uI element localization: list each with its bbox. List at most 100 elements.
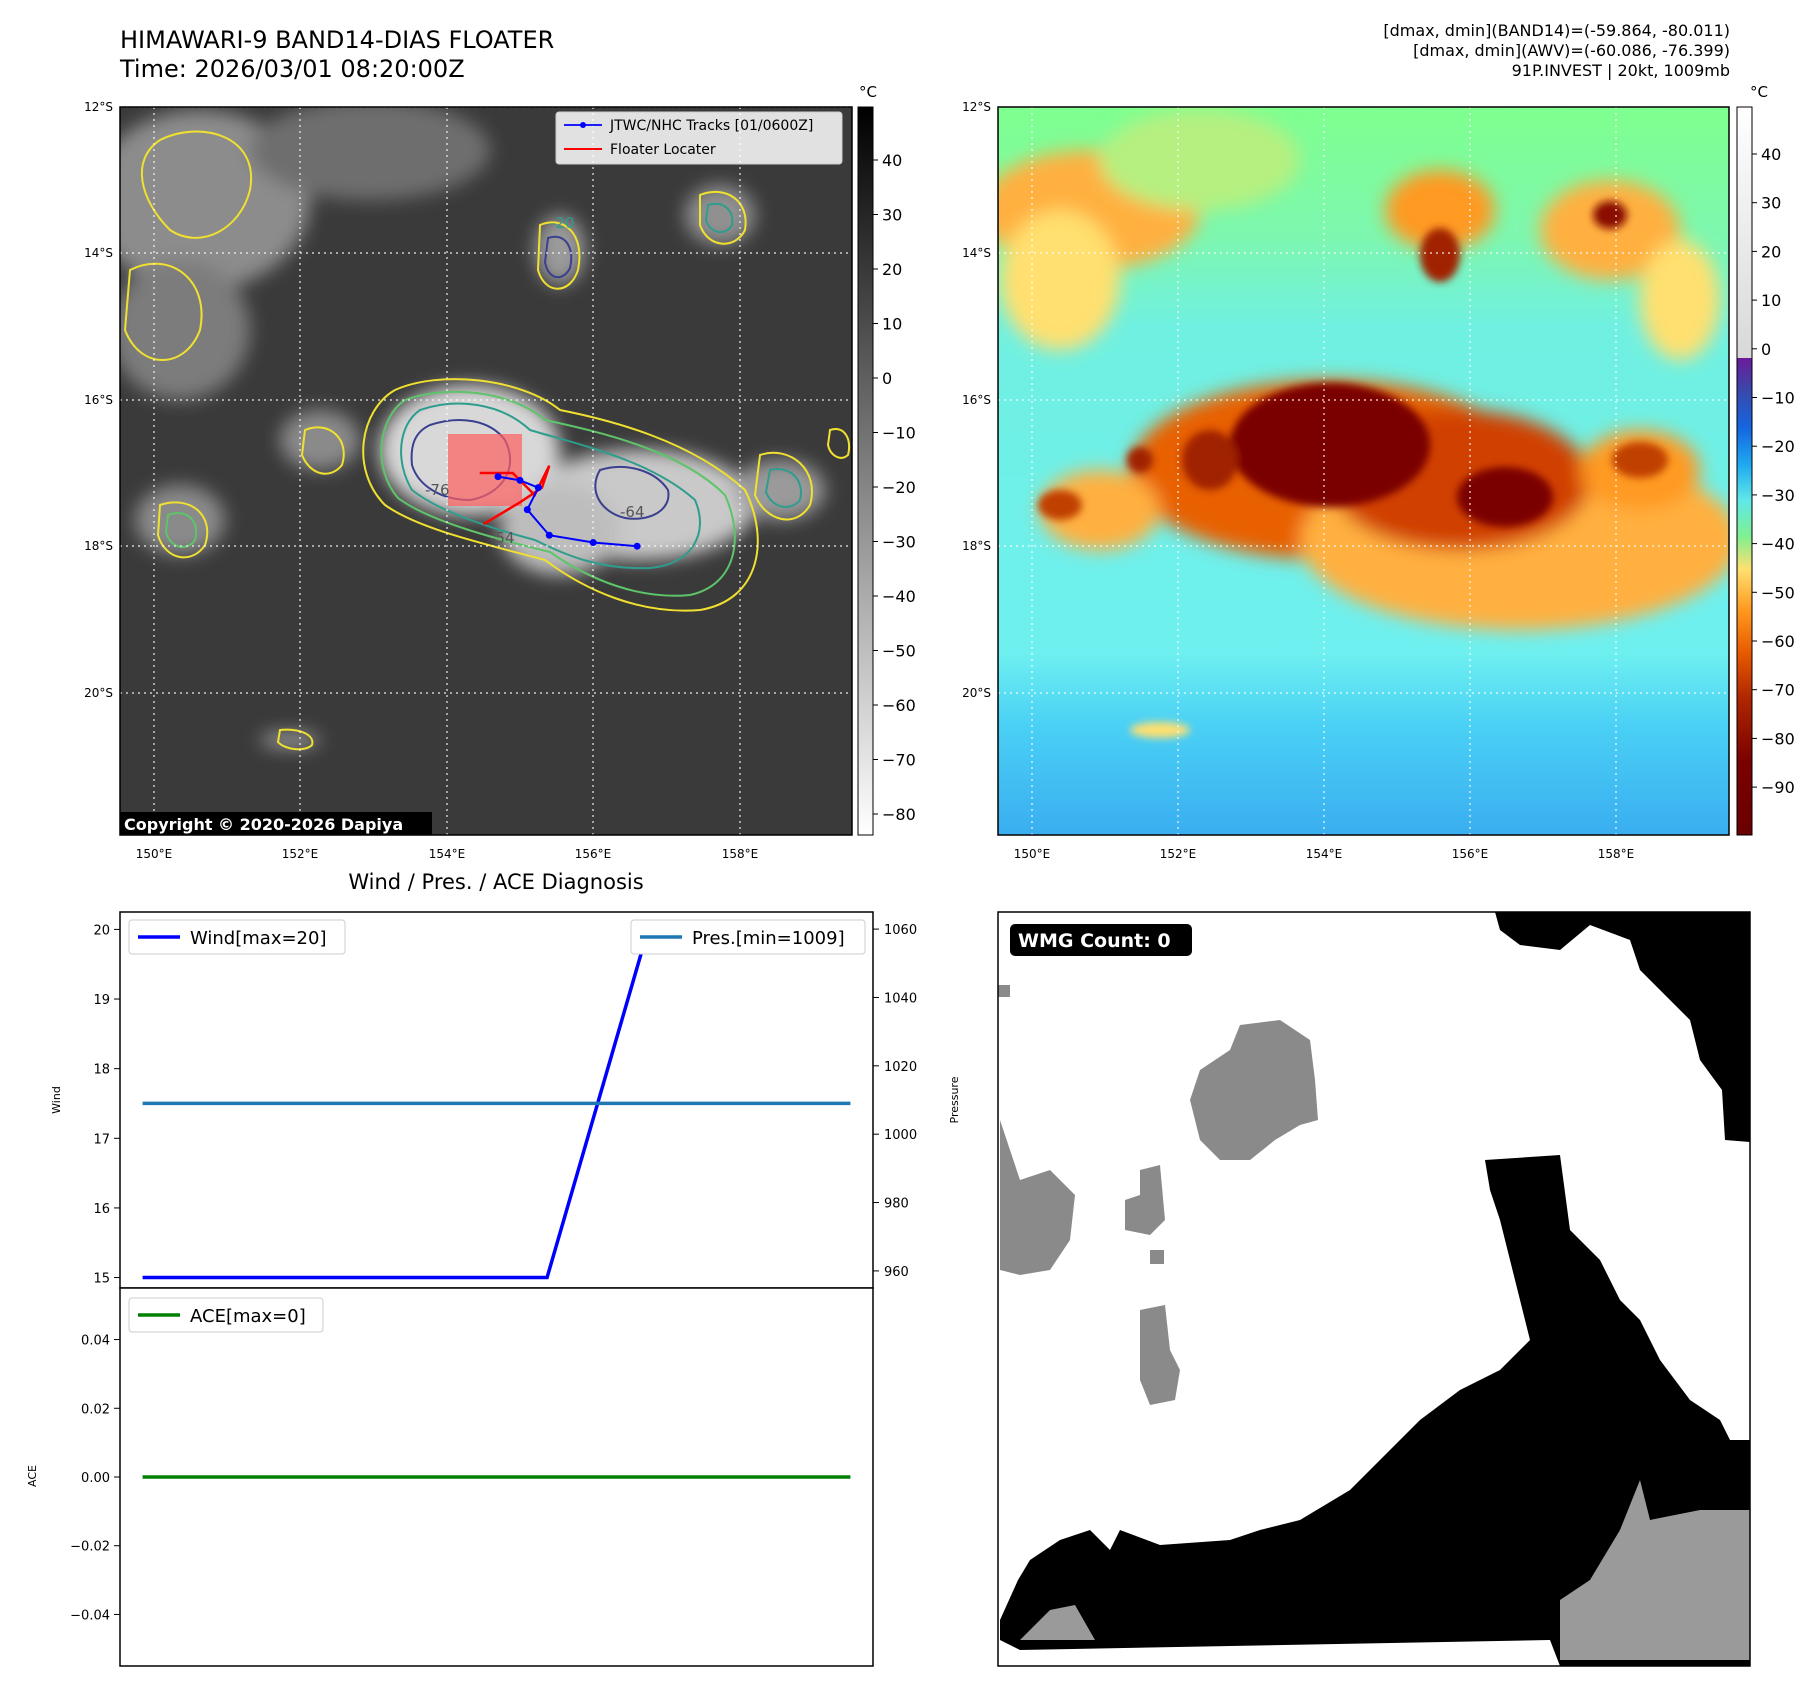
map-legend[interactable]: JTWC/NHC Tracks [01/0600Z] Floater Locat…: [555, 111, 843, 165]
contour-labels: -76 -54 -64 -20: [425, 214, 645, 547]
ace-legend[interactable]: ACE[max=0]: [128, 1297, 324, 1333]
colorbar-awv-tick-label: −50: [1761, 583, 1795, 602]
awv-dry-core: [1038, 201, 1668, 738]
colorbar-awv-tick-label: −40: [1761, 535, 1795, 554]
lat-label: 14°S: [962, 246, 991, 260]
lon-labels-left: 150°E 152°E 154°E 156°E 158°E: [136, 847, 759, 861]
colorbar-awv-tick-label: −90: [1761, 778, 1795, 797]
pressure-axis-label: Pressure: [948, 1076, 961, 1123]
wind-pressure-chart: Wind Pressure 20 19 18 17 16 15 1060 1040 1020 1…: [50, 911, 961, 1289]
colorbar-gray-tick-label: −60: [882, 696, 916, 715]
info-line1: [dmax, dmin](BAND14)=(-59.864, -80.011): [1383, 21, 1730, 40]
wind-tick-label: 20: [93, 923, 110, 938]
diagnosis-title: Wind / Pres. / ACE Diagnosis: [348, 870, 643, 894]
wmg-gray-region: [1020, 1605, 1095, 1640]
ace-axis-label: ACE: [26, 1465, 39, 1487]
lon-label: 158°E: [1598, 847, 1635, 861]
colorbar-awv-tick-label: −60: [1761, 632, 1795, 651]
contour-label-3: -64: [620, 503, 645, 521]
track-point: [633, 542, 641, 550]
wmg-gray-region: [1125, 1165, 1165, 1235]
floater-box: [448, 434, 522, 506]
wmg-count-label: WMG Count: 0: [1018, 930, 1171, 952]
wmg-count-badge: [1010, 924, 1192, 956]
lat-label: 12°S: [962, 100, 991, 114]
lon-label: 156°E: [1452, 847, 1489, 861]
ace-tick-label: 0.02: [81, 1402, 110, 1417]
track-point: [523, 506, 531, 514]
lat-label: 20°S: [962, 686, 991, 700]
lat-label: 18°S: [962, 539, 991, 553]
legend-track-marker: [580, 122, 586, 128]
legend-track-label: JTWC/NHC Tracks [01/0600Z]: [609, 118, 813, 134]
contour-label-2: -54: [490, 529, 515, 547]
wind-axis-label: Wind: [50, 1086, 63, 1114]
colorbar-gray-tick-label: −10: [882, 424, 916, 443]
colorbar-gray-tick-label: −50: [882, 642, 916, 661]
track-point: [494, 473, 502, 481]
pressure-legend[interactable]: Pres.[min=1009]: [630, 919, 866, 955]
pressure-tick-label: 1020: [884, 1060, 917, 1075]
wmg-gray-region: [1190, 1020, 1318, 1160]
contour-lines: [123, 130, 850, 751]
colorbar-gray-tick-label: −40: [882, 587, 916, 606]
ace-chart: ACE 0.04 0.02 0.00 −0.02 −0.04 ACE[max=0]: [26, 1287, 874, 1667]
colorbar-gray-tick-label: −70: [882, 751, 916, 770]
info-line2: [dmax, dmin](AWV)=(-60.086, -76.399): [1413, 41, 1730, 60]
lat-label: 18°S: [84, 539, 113, 553]
band14-map-panel: -76 -54 -64 -20 JTWC/NHC Tracks [01/0600…: [120, 107, 852, 835]
wind-legend-label: Wind[max=20]: [190, 928, 327, 949]
info-line3: 91P.INVEST | 20kt, 1009mb: [1511, 61, 1730, 80]
lon-label: 158°E: [722, 847, 759, 861]
lat-labels-right: 12°S 14°S 16°S 18°S 20°S: [962, 100, 991, 700]
wind-legend[interactable]: Wind[max=20]: [128, 919, 346, 955]
track-point: [534, 484, 542, 492]
wmg-panel: [998, 912, 1750, 1666]
ace-legend-label: ACE[max=0]: [190, 1306, 306, 1327]
track-layer: [479, 465, 641, 550]
colorbar-awv-tick-label: −20: [1761, 437, 1795, 456]
wind-tick-label: 17: [93, 1132, 110, 1147]
colorbar-gray-tick-label: −30: [882, 533, 916, 552]
figure-title-line2: Time: 2026/03/01 08:20:00Z: [120, 55, 465, 83]
track-point: [589, 539, 597, 547]
colorbar-awv-tick-label: −10: [1761, 389, 1795, 408]
wmg-dark-region: [1000, 1155, 1750, 1666]
colorbar-awv-tick-label: 20: [1761, 242, 1781, 261]
colorbar-gray-tick-label: −20: [882, 478, 916, 497]
wind-tick-label: 18: [93, 1063, 110, 1078]
colorbar-gray-unit: °C: [859, 83, 877, 101]
track-point: [516, 476, 524, 484]
colorbar-gray-tick-label: 30: [882, 206, 902, 225]
wind-tick-label: 19: [93, 993, 110, 1008]
wmg-gray-region: [1000, 1120, 1075, 1275]
legend-locater-label: Floater Locater: [610, 142, 716, 158]
lat-label: 14°S: [84, 246, 113, 260]
wmg-gray-region: [1560, 1480, 1750, 1660]
colorbar-gray-tick-label: 0: [882, 369, 892, 388]
lon-label: 150°E: [136, 847, 173, 861]
colorbar-awv-unit: °C: [1750, 83, 1768, 101]
lat-label: 16°S: [962, 393, 991, 407]
lon-labels-right: 150°E 152°E 154°E 156°E 158°E: [1014, 847, 1635, 861]
colorbar-gray-tick-label: 20: [882, 260, 902, 279]
colorbar-awv-tick-label: 30: [1761, 194, 1781, 213]
awv-gridlines: [998, 107, 1729, 835]
awv-map-panel: [998, 107, 1729, 835]
copyright-text: Copyright © 2020-2026 Dapiya: [124, 815, 403, 834]
wmg-gray-region: [1140, 1305, 1180, 1405]
pressure-tick-label: 1060: [884, 923, 917, 938]
colorbar-awv-tick-label: −80: [1761, 729, 1795, 748]
pressure-tick-label: 960: [884, 1265, 909, 1280]
wind-tick-label: 16: [93, 1202, 110, 1217]
pressure-tick-label: 1000: [884, 1128, 917, 1143]
lat-label: 16°S: [84, 393, 113, 407]
lon-label: 150°E: [1014, 847, 1051, 861]
wmg-dark-region: [1495, 912, 1750, 1142]
colorbar-awv: °C 40 30 20 10 0 −10 −20 −30 −40 −50 −60 −70 −80 −90: [1736, 83, 1795, 836]
colorbar-awv-tick-label: 10: [1761, 291, 1781, 310]
lon-label: 152°E: [1160, 847, 1197, 861]
pressure-tick-label: 1040: [884, 991, 917, 1006]
colorbar-awv-tick-label: 40: [1761, 145, 1781, 164]
